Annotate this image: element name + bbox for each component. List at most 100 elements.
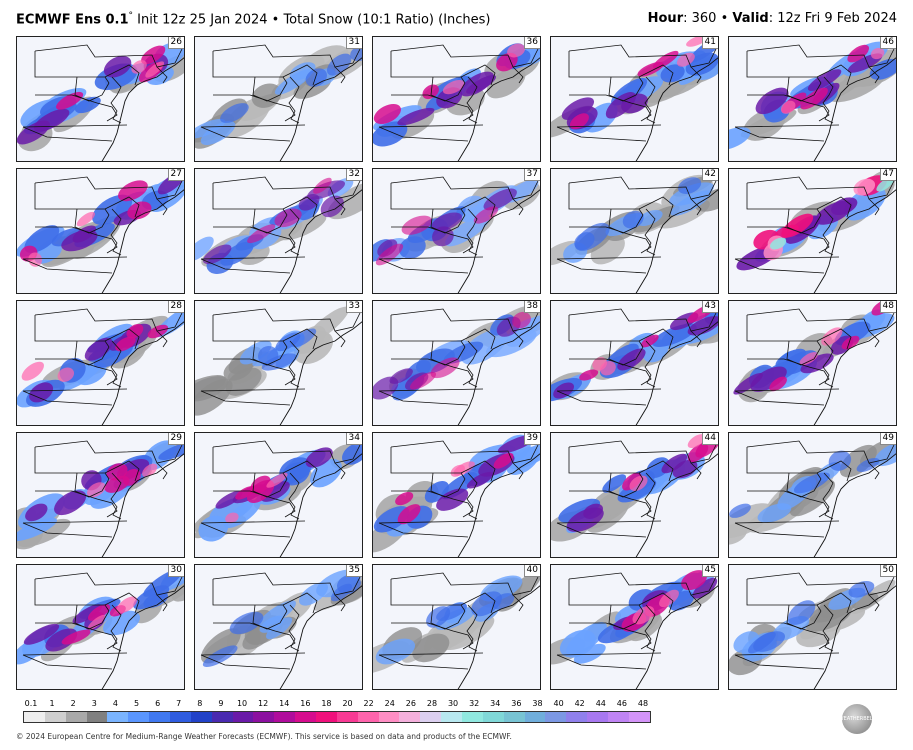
snow-swath — [492, 593, 515, 610]
snow-swath — [76, 211, 95, 227]
snow-swath — [780, 100, 796, 114]
snow-swath — [373, 103, 401, 125]
snow-swath — [220, 103, 249, 123]
snowfall-map — [17, 42, 184, 161]
snowfall-map — [551, 569, 718, 689]
weatherbell-logo: WEATHERBELL — [839, 704, 875, 734]
snow-swath — [342, 442, 362, 465]
snow-swath — [305, 68, 327, 87]
snow-swath — [389, 368, 413, 384]
ensemble-member-panel: 50 — [728, 564, 897, 690]
snow-swath — [869, 58, 896, 80]
colorbar-tick-label: 46 — [616, 699, 627, 708]
ensemble-member-panel: 48 — [728, 300, 897, 426]
colorbar-tick-label: 8 — [197, 699, 203, 708]
ensemble-member-panel: 44 — [550, 432, 719, 558]
state-borders — [200, 308, 361, 406]
colorbar-swatch — [545, 712, 567, 722]
snow-swath — [574, 222, 610, 251]
snow-swath — [25, 503, 48, 522]
snow-swath — [512, 311, 531, 329]
colorbar-swatch — [357, 712, 379, 722]
snow-swath — [45, 628, 78, 652]
member-number: 44 — [701, 433, 718, 445]
ensemble-member-panel: 43 — [550, 300, 719, 426]
colorbar-tick-label: 32 — [469, 699, 480, 708]
colorbar-tick-label: 48 — [637, 699, 649, 708]
ensemble-member-panel: 39 — [372, 432, 541, 558]
member-number: 31 — [345, 37, 362, 49]
state-borders — [22, 308, 183, 406]
ensemble-member-panel: 36 — [372, 36, 541, 162]
state-borders — [200, 572, 361, 670]
colorbar-tick-label: 1 — [49, 699, 55, 708]
coastline — [635, 453, 718, 557]
snow-swath — [681, 570, 707, 591]
ensemble-member-panel: 41 — [550, 36, 719, 162]
snow-swath — [821, 327, 843, 346]
coastline — [101, 321, 184, 425]
snow-swath — [805, 604, 852, 632]
snow-swath — [412, 633, 450, 663]
snow-swath — [307, 180, 346, 200]
member-number: 26 — [167, 37, 184, 49]
coastline — [101, 585, 184, 689]
member-number: 41 — [701, 37, 718, 49]
snow-swath — [17, 517, 58, 542]
map-title: ECMWF Ens 0.1° Init 12z 25 Jan 2024 • To… — [16, 11, 491, 27]
snow-swath — [848, 580, 875, 598]
state-borders — [200, 44, 361, 142]
colorbar-tick-label: 38 — [532, 699, 543, 708]
snow-swath — [729, 127, 751, 151]
colorbar-tick-label: 26 — [405, 699, 416, 708]
snow-swath — [225, 512, 239, 524]
state-borders — [378, 572, 539, 670]
coastline — [457, 321, 540, 425]
snow-swath — [695, 187, 718, 212]
snow-swath — [569, 113, 589, 130]
member-number: 34 — [345, 433, 362, 445]
ensemble-member-panel: 27 — [16, 168, 185, 294]
snow-swath — [28, 252, 43, 267]
valid-label: Valid — [732, 11, 769, 26]
colorbar-tick-label: 24 — [384, 699, 395, 708]
ensemble-member-panel: 34 — [194, 432, 363, 558]
snow-swath — [753, 631, 786, 652]
snowfall-map — [373, 301, 540, 425]
snow-swath — [195, 376, 229, 402]
snowfall-map — [551, 37, 718, 161]
coastline — [813, 189, 896, 293]
snow-swath — [473, 206, 499, 224]
snow-swath — [142, 463, 158, 478]
snow-swath — [397, 107, 435, 126]
snow-swath — [401, 215, 432, 235]
ensemble-member-panel: 47 — [728, 168, 897, 294]
coastline — [457, 189, 540, 293]
snow-swath — [841, 335, 860, 350]
snow-swath — [281, 462, 310, 486]
hour-value: : 360 — [683, 11, 717, 26]
colorbar-swatch — [190, 712, 212, 722]
snow-swath — [471, 591, 502, 617]
colorbar-tick-label: 40 — [553, 699, 564, 708]
snow-swath — [678, 177, 702, 194]
ensemble-member-panel: 31 — [194, 36, 363, 162]
ensemble-member-panel: 45 — [550, 564, 719, 690]
snow-swath — [573, 643, 606, 664]
snow-swath — [431, 212, 463, 231]
snowfall-map — [17, 304, 184, 425]
colorbar-tick-label: 34 — [490, 699, 501, 708]
snowfall-map — [733, 301, 896, 425]
snow-swath — [430, 357, 460, 379]
snow-swath — [266, 472, 288, 488]
snow-swath — [21, 361, 44, 381]
state-borders — [556, 44, 717, 142]
colorbar-swatch — [378, 712, 400, 722]
snow-swath — [141, 45, 166, 65]
coastline — [101, 453, 184, 557]
colorbar-tick-label: 0.1 — [24, 699, 38, 708]
member-number: 38 — [523, 301, 540, 313]
copyright-footer: © 2024 European Centre for Medium-Range … — [16, 732, 512, 741]
colorbar-swatch — [211, 712, 233, 722]
snow-swath — [24, 225, 60, 253]
